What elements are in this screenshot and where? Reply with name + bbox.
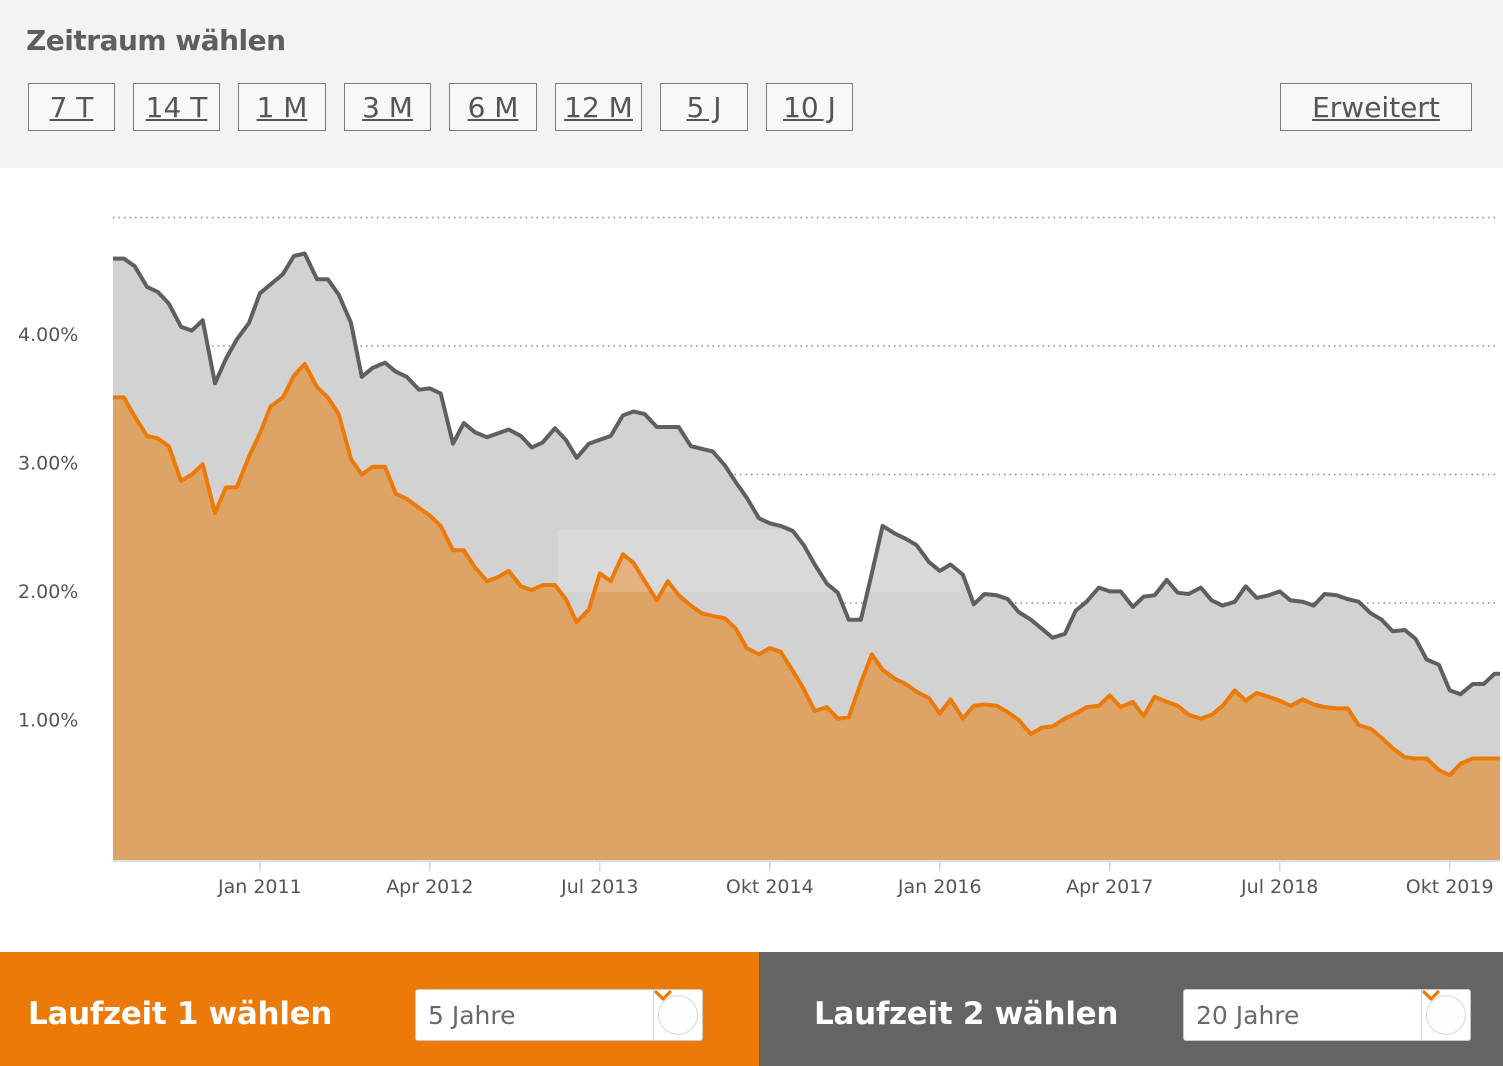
- advanced-button[interactable]: Erweitert: [1280, 83, 1472, 131]
- range-button-3m[interactable]: 3 M: [344, 83, 431, 131]
- term1-select-value: 5 Jahre: [428, 1001, 516, 1030]
- x-tick-label: Apr 2017: [1066, 876, 1153, 898]
- y-tick-label: 3.00%: [18, 453, 78, 475]
- range-button-1m[interactable]: 1 M: [238, 83, 326, 131]
- x-tick-label: Okt 2019: [1406, 876, 1494, 898]
- y-tick-label: 4.00%: [18, 324, 78, 346]
- range-button-12m[interactable]: 12 M: [555, 83, 642, 131]
- y-tick-label: 1.00%: [18, 710, 78, 732]
- range-button-14t[interactable]: 14 T: [133, 83, 220, 131]
- x-tick-label: Jan 2011: [217, 876, 302, 898]
- y-tick-label: 2.00%: [18, 581, 78, 603]
- x-tick-label: Okt 2014: [726, 876, 814, 898]
- range-toolbar: Zeitraum wählen 7 T 14 T 1 M 3 M 6 M 12 …: [0, 0, 1503, 168]
- term2-label: Laufzeit 2 wählen: [814, 996, 1119, 1032]
- term1-select[interactable]: 5 Jahre: [415, 989, 703, 1041]
- series-5-jahre-area: [113, 364, 1500, 860]
- range-button-6m[interactable]: 6 M: [449, 83, 537, 131]
- term2-panel: Laufzeit 2 wählen 20 Jahre: [759, 952, 1503, 1066]
- chart-canvas: interhyp Jan 2011 Apr 2012 Jul 2013 Okt 2014…: [18, 216, 1500, 898]
- x-tick-label: Jul 2013: [560, 876, 638, 898]
- chevron-down-icon: [1422, 990, 1466, 1035]
- interhyp-watermark: interhyp: [558, 530, 960, 592]
- range-button-10j[interactable]: 10 J: [766, 83, 853, 131]
- x-tick-label: Jan 2016: [897, 876, 982, 898]
- range-button-5j[interactable]: 5 J: [660, 83, 748, 131]
- term1-panel: Laufzeit 1 wählen 5 Jahre: [0, 952, 759, 1066]
- term2-select-value: 20 Jahre: [1196, 1001, 1300, 1030]
- term2-select[interactable]: 20 Jahre: [1183, 989, 1471, 1041]
- term1-select-toggle[interactable]: [653, 990, 702, 1040]
- term2-select-toggle[interactable]: [1421, 990, 1470, 1040]
- interest-chart: interhyp Jan 2011 Apr 2012 Jul 2013 Okt 2014…: [0, 168, 1503, 952]
- range-button-7t[interactable]: 7 T: [28, 83, 115, 131]
- series-20-jahre-line: [113, 251, 1500, 697]
- series-5-jahre-line: [113, 362, 1500, 778]
- x-tick-label: Jul 2018: [1240, 876, 1318, 898]
- x-tick-label: Apr 2012: [386, 876, 473, 898]
- range-title: Zeitraum wählen: [26, 24, 286, 57]
- term1-label: Laufzeit 1 wählen: [28, 996, 333, 1032]
- chevron-down-icon: [654, 990, 698, 1035]
